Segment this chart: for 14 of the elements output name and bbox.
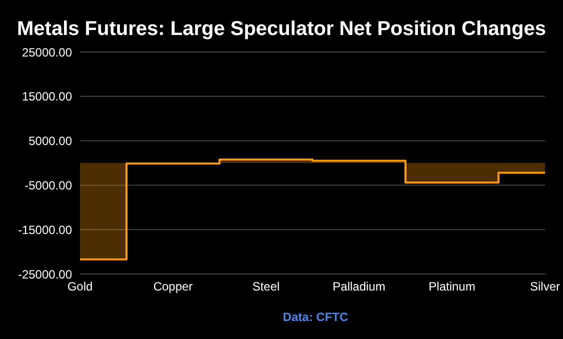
y-tick-label: -25000.00: [18, 267, 72, 282]
x-tick-label: Steel: [252, 280, 280, 294]
x-tick-label: Palladium: [332, 280, 386, 294]
y-tick-label: 25000.00: [22, 45, 72, 60]
text: Data: CFTC: [282, 310, 348, 324]
y-tick-label: 15000.00: [22, 90, 72, 104]
y-tick-label: -5000.00: [24, 178, 72, 192]
x-tick-label: Platinum: [428, 280, 476, 294]
x-tick-label: Silver: [530, 280, 560, 294]
chart-title: Metals Futures: Large Speculator Net Position Changes: [16, 18, 547, 42]
y-tick-label: -15000.00: [18, 222, 72, 237]
x-tick-label: Copper: [153, 280, 193, 294]
x-tick-label: Gold: [67, 280, 93, 294]
y-tick-label: 5000.00: [28, 134, 72, 148]
